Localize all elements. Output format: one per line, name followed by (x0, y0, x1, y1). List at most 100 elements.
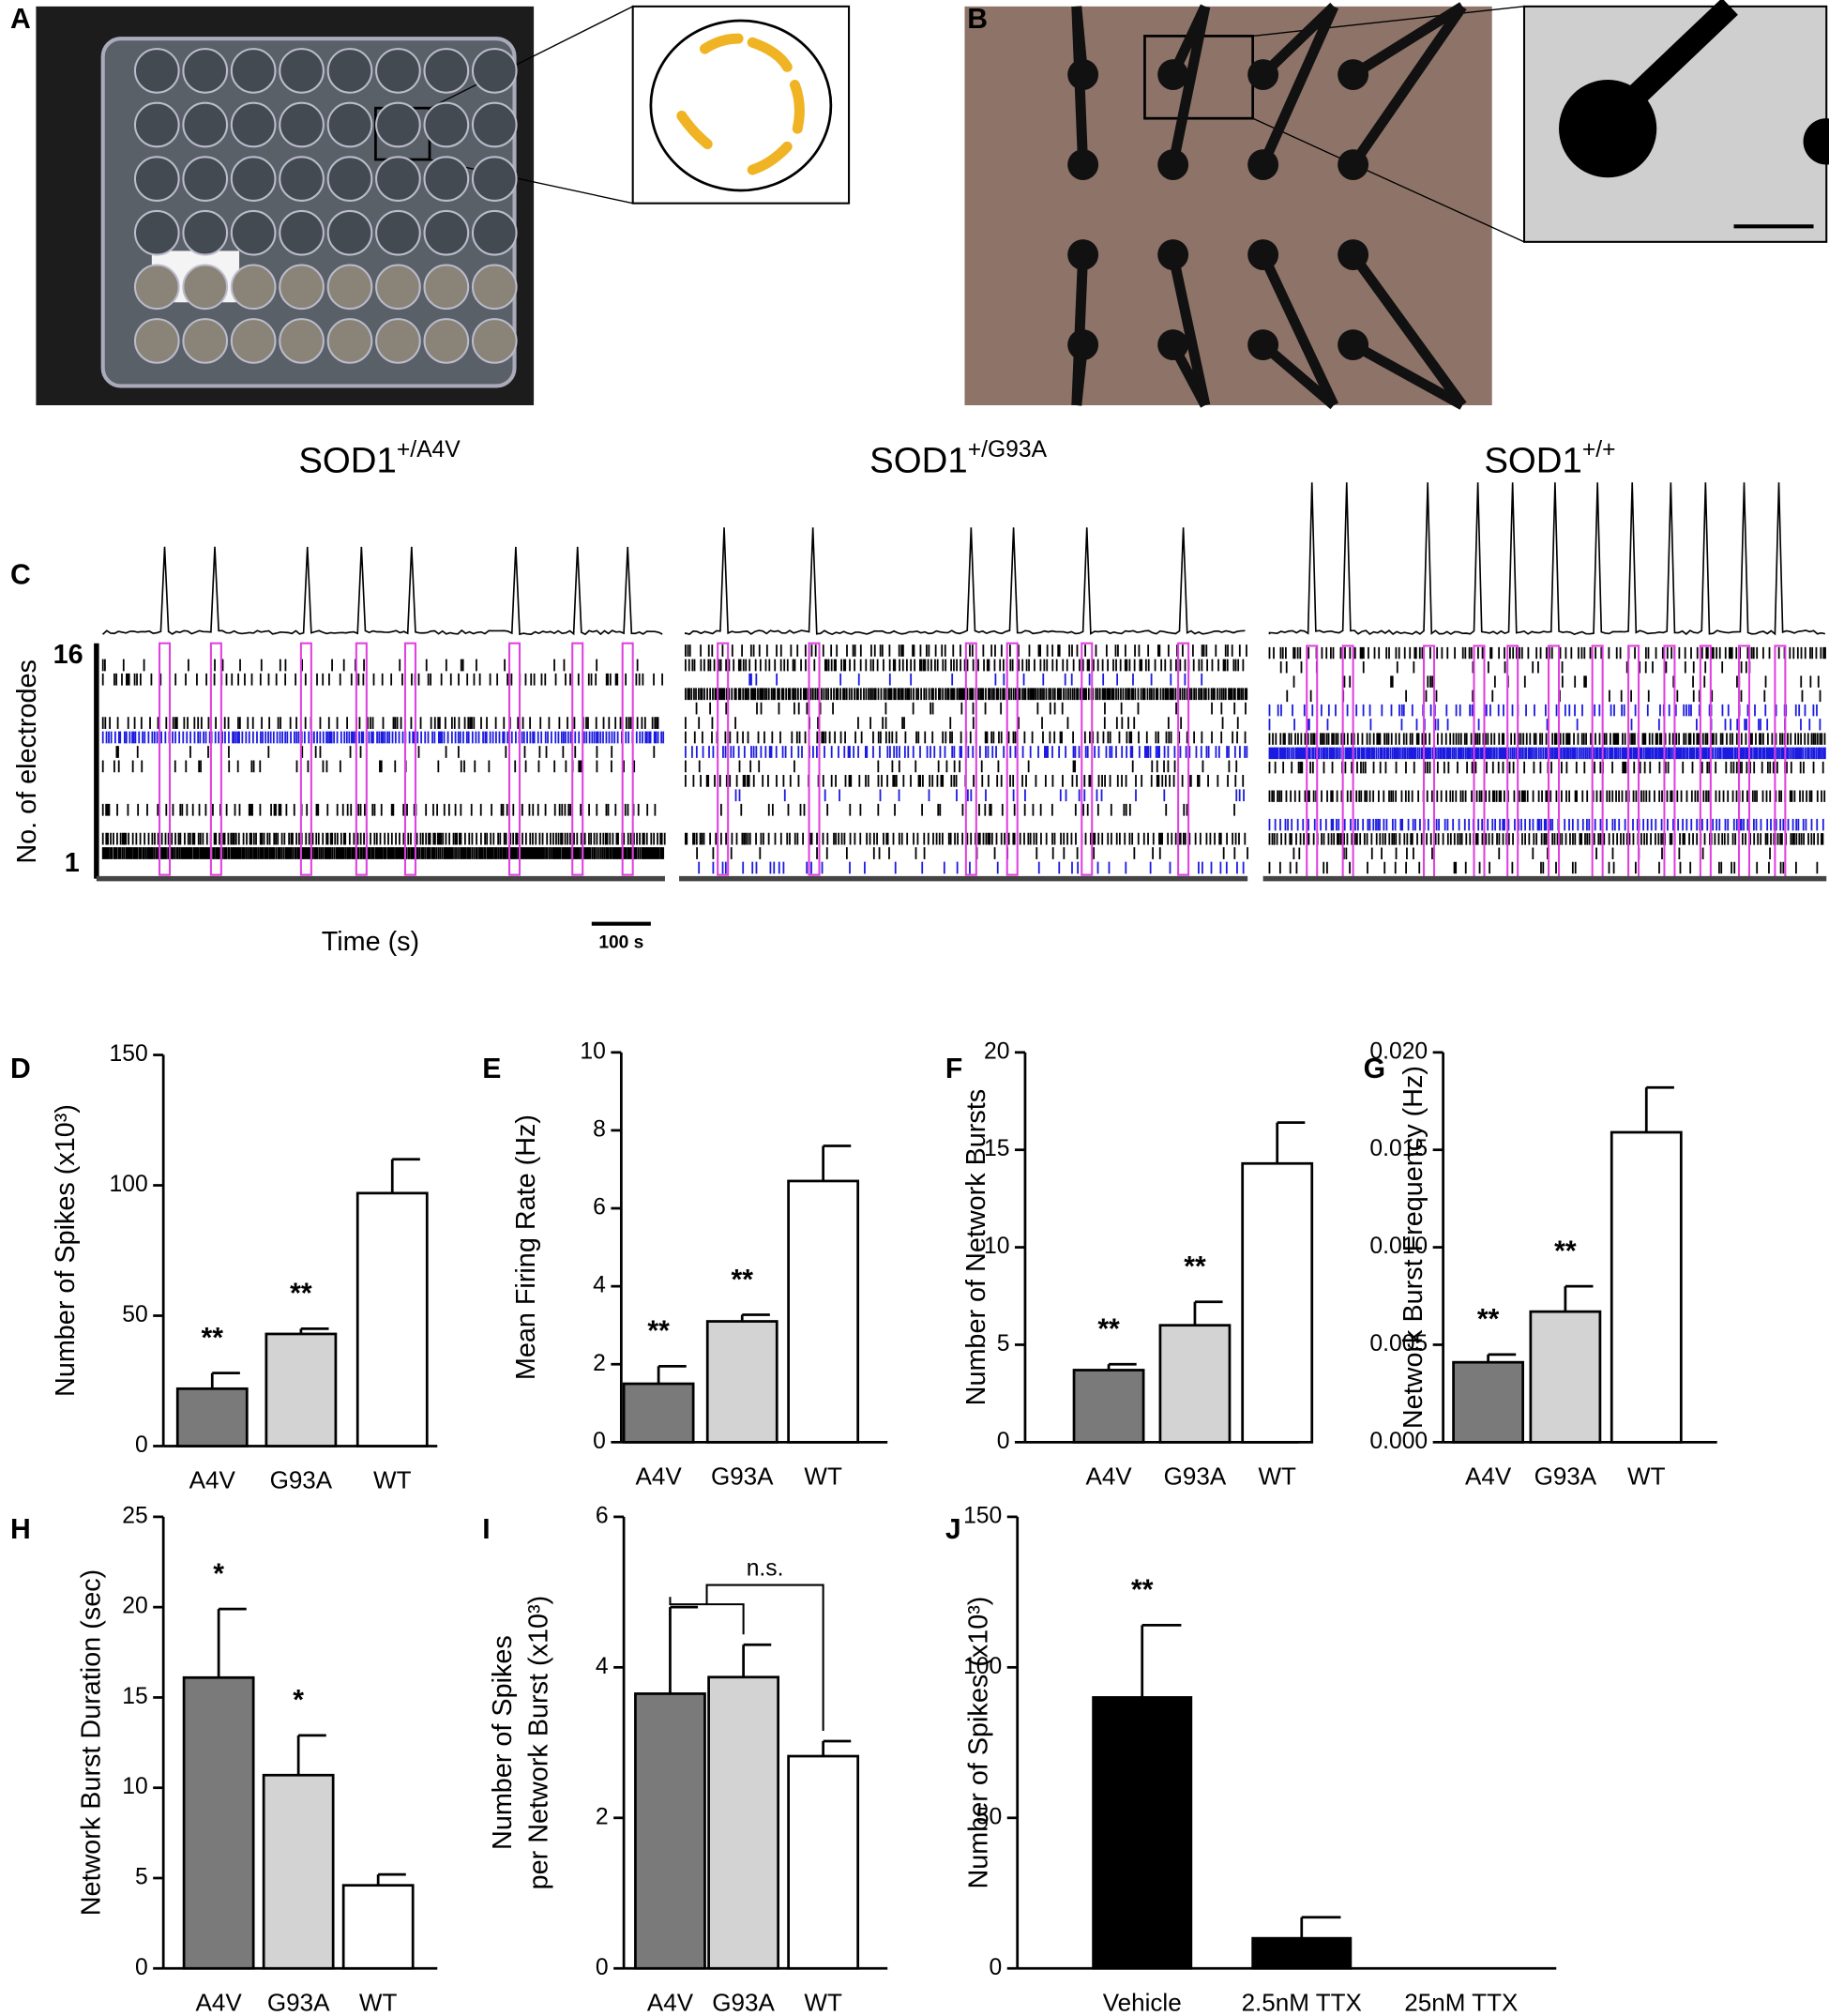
well (326, 209, 373, 256)
electrode-trace (1258, 252, 1339, 408)
bar (622, 1382, 695, 1444)
panel-label: E (482, 1053, 501, 1084)
y-tick-label: 6 (593, 1195, 606, 1220)
x-tick-label: A4V (647, 1989, 694, 2016)
y-tick-label: 6 (596, 1503, 609, 1528)
spike-row (685, 760, 1238, 773)
spike-row (1268, 861, 1819, 874)
title-base: SOD1 (1484, 441, 1582, 481)
well (326, 318, 373, 364)
y-axis-label: Number of Spikes (x10³) (51, 1104, 81, 1397)
burst-box (808, 642, 821, 876)
photo-a (36, 5, 851, 405)
y-tick-label: 8 (593, 1116, 606, 1142)
well (326, 264, 373, 311)
electrode (1157, 59, 1189, 90)
y-tick-label: 0 (990, 1955, 1003, 1980)
well (375, 101, 421, 148)
well (230, 318, 277, 364)
spike-row (685, 644, 1247, 657)
population-trace (1268, 482, 1826, 636)
well (279, 156, 325, 202)
electrode (1157, 329, 1189, 360)
x-tick-label: Vehicle (1103, 1989, 1182, 2016)
electrode (1247, 239, 1279, 270)
spike-row (696, 847, 1248, 859)
spike-row (115, 746, 656, 758)
electrode (1338, 239, 1369, 270)
bar (1251, 1936, 1353, 1970)
well (375, 156, 421, 202)
y-tick-label: 0 (997, 1429, 1010, 1454)
raster-title: SOD1+/G93A (869, 437, 1047, 481)
spike-row (685, 731, 1247, 744)
spike-row (748, 673, 1203, 686)
significance-label: ** (1097, 1314, 1120, 1345)
significance-label: ** (732, 1265, 754, 1296)
well (423, 156, 470, 202)
well (182, 48, 229, 94)
significance-label: ** (202, 1323, 224, 1354)
well (471, 318, 518, 364)
y-tick-label: 0.000 (1369, 1429, 1428, 1454)
well (133, 101, 180, 148)
zoom-line (1252, 117, 1525, 243)
zoom-line (429, 6, 633, 109)
bar (1072, 1369, 1145, 1444)
y-axis-label: Number of Spikes (488, 1635, 518, 1850)
photo-background (964, 6, 1492, 405)
x-tick-label: A4V (196, 1989, 243, 2016)
burst-box (1005, 642, 1019, 876)
spike-row (1268, 790, 1826, 802)
x-tick-label: WT (804, 1989, 842, 2016)
significance-label: * (293, 1685, 304, 1716)
y-axis-label: Number of Network Bursts (961, 1089, 991, 1405)
y-tick-label: 5 (997, 1331, 1010, 1357)
electrode-trace (1349, 3, 1467, 168)
spike-row (720, 803, 1235, 816)
bracket (669, 1584, 824, 1731)
x-tick-label: G93A (270, 1466, 333, 1494)
bar (705, 1320, 778, 1444)
y-tick-label: 0 (596, 1955, 609, 1980)
y-tick-label: 0 (593, 1429, 606, 1454)
spike-row (1286, 690, 1821, 703)
electrode-trace (1349, 251, 1467, 409)
spike-row (685, 659, 1245, 672)
spike-row (1268, 733, 1826, 745)
bar (265, 1332, 338, 1448)
significance-label: ** (647, 1316, 670, 1347)
well (230, 264, 277, 311)
well (230, 101, 277, 148)
well (279, 264, 325, 311)
x-tick-label: WT (1258, 1463, 1296, 1491)
spike-row (685, 717, 1239, 730)
significance-label: ** (290, 1279, 312, 1310)
burst-box (209, 642, 222, 876)
well (471, 209, 518, 256)
burst-box (1177, 642, 1190, 876)
y-tick-label: 10 (984, 1234, 1009, 1259)
bar (707, 1675, 780, 1970)
electrode-trace (1259, 2, 1338, 79)
burst-box (621, 642, 634, 876)
spike-row (685, 775, 1245, 787)
panel-label: J (945, 1514, 961, 1545)
spike-row (101, 673, 663, 686)
electrode-trace (1168, 253, 1211, 407)
title-sup: +/G93A (968, 437, 1048, 462)
burst-box (355, 642, 368, 876)
well (230, 209, 277, 256)
spike-row (101, 847, 665, 859)
well (230, 156, 277, 202)
electrode (1338, 59, 1369, 90)
electrode (1247, 149, 1279, 180)
title-sup: +/+ (1582, 437, 1616, 462)
y-tick-label: 10 (122, 1774, 147, 1799)
electrode (1157, 239, 1189, 270)
significance-label: ** (1184, 1251, 1206, 1282)
y-axis-label: Number of Spikes (x10³) (964, 1597, 994, 1889)
x-tick-label: A4V (1085, 1463, 1132, 1491)
y-tick-label: 50 (122, 1302, 147, 1327)
spike-row (1279, 661, 1751, 674)
